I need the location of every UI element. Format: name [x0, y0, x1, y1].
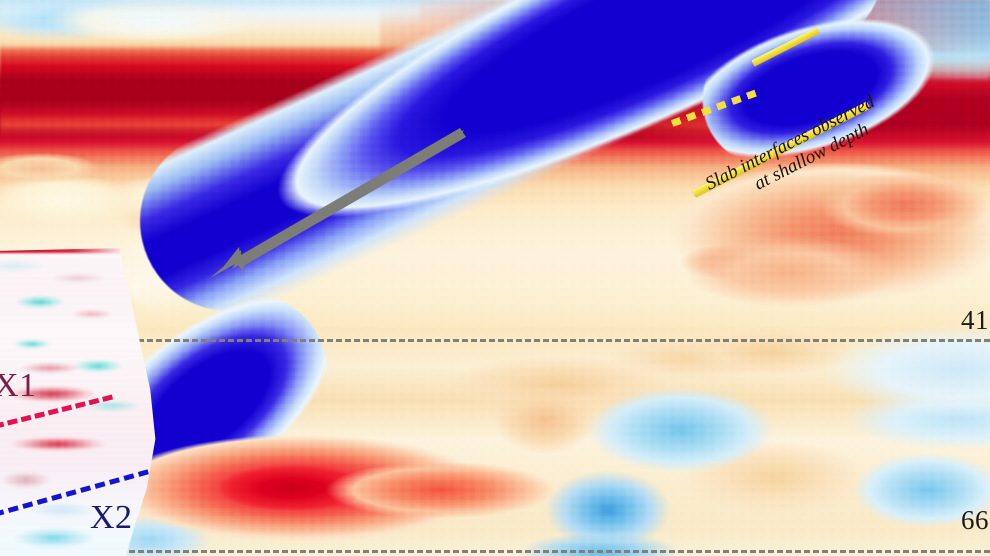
discontinuity-line-660: [84, 550, 990, 553]
inset-pixelation-overlay: [0, 248, 156, 556]
profile-label-x1: X1: [0, 367, 37, 404]
discontinuity-line-410: [84, 339, 990, 342]
receiver-function-inset: [0, 248, 156, 556]
inset-migration-image: [0, 248, 156, 556]
depth-label-660: 660: [961, 505, 990, 535]
profile-label-x2: X2: [90, 499, 133, 536]
inset-top-edge-highlight: [0, 248, 126, 253]
depth-label-410: 410: [961, 305, 990, 335]
